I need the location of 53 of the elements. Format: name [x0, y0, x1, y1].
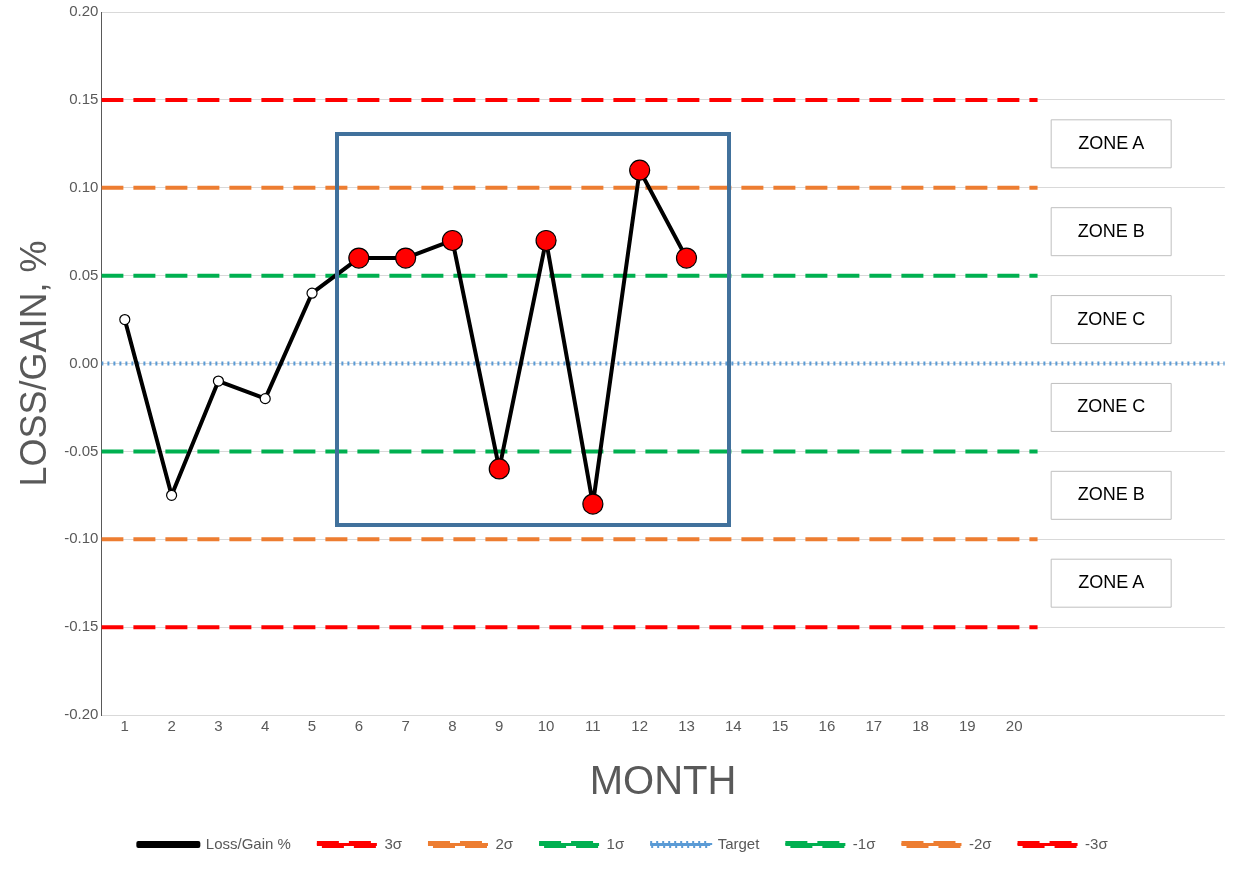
x-tick-label: 16 — [818, 717, 836, 735]
x-tick-label: 7 — [401, 717, 410, 735]
x-tick-label: 9 — [495, 717, 504, 735]
legend-label: -3σ — [1085, 834, 1109, 852]
point — [675, 247, 698, 269]
annotation: ZONE C — [1077, 396, 1146, 417]
y-tick-label: -0.05 — [64, 441, 99, 459]
x-tick-label: 14 — [724, 717, 742, 735]
legend-label: 1σ — [606, 834, 625, 852]
y-tick-label: 0.00 — [69, 353, 99, 371]
x-tick-label: 12 — [631, 717, 649, 735]
annotation: ZONE C — [1077, 308, 1146, 329]
point — [395, 247, 417, 269]
y-tick-label: -0.15 — [64, 617, 99, 635]
annotation: ZONE B — [1077, 484, 1145, 505]
x-tick-label: 19 — [959, 717, 976, 735]
legend-label: -2σ — [968, 834, 993, 852]
x-tick-label: 2 — [167, 717, 176, 735]
point — [629, 159, 651, 181]
x-tick-label: 18 — [912, 717, 929, 735]
point — [488, 458, 510, 480]
x-tick-label: 20 — [1005, 717, 1023, 735]
x-tick-label: 3 — [214, 717, 223, 735]
y-tick-label: 0.20 — [69, 2, 99, 20]
x-tick-label: 4 — [261, 717, 270, 735]
point — [441, 229, 464, 252]
y-axis-title: LOSS/GAIN, % — [12, 240, 54, 487]
x-tick-label: 8 — [448, 717, 457, 735]
point — [348, 247, 370, 269]
y-tick-label: -0.10 — [64, 529, 99, 547]
x-tick-label: 17 — [865, 717, 883, 735]
x-tick-label: 13 — [678, 717, 695, 735]
x-tick-label: 5 — [307, 717, 317, 735]
x-tick-label: 1 — [120, 717, 129, 735]
legend-label: Target — [717, 834, 761, 852]
annotation: ZONE A — [1078, 572, 1145, 593]
point — [535, 229, 557, 252]
x-tick-label: 11 — [585, 717, 601, 735]
y-tick-label: 0.05 — [69, 265, 99, 283]
legend-label: Loss/Gain % — [205, 834, 291, 852]
legend-label: -1σ — [852, 834, 877, 852]
y-tick-label: 0.10 — [69, 177, 99, 195]
legend-label: 3σ — [384, 834, 403, 852]
x-axis-title: MONTH — [589, 758, 737, 803]
x-tick-label: 15 — [771, 717, 789, 735]
x-tick-label: 10 — [537, 717, 555, 735]
point — [582, 493, 604, 515]
y-tick-label: 0.15 — [69, 90, 99, 108]
annotation: ZONE B — [1077, 220, 1145, 241]
y-tick-label: -0.20 — [64, 705, 99, 723]
annotation: ZONE A — [1078, 132, 1145, 153]
x-tick-label: 6 — [354, 717, 364, 735]
legend-label: 2σ — [495, 834, 514, 852]
